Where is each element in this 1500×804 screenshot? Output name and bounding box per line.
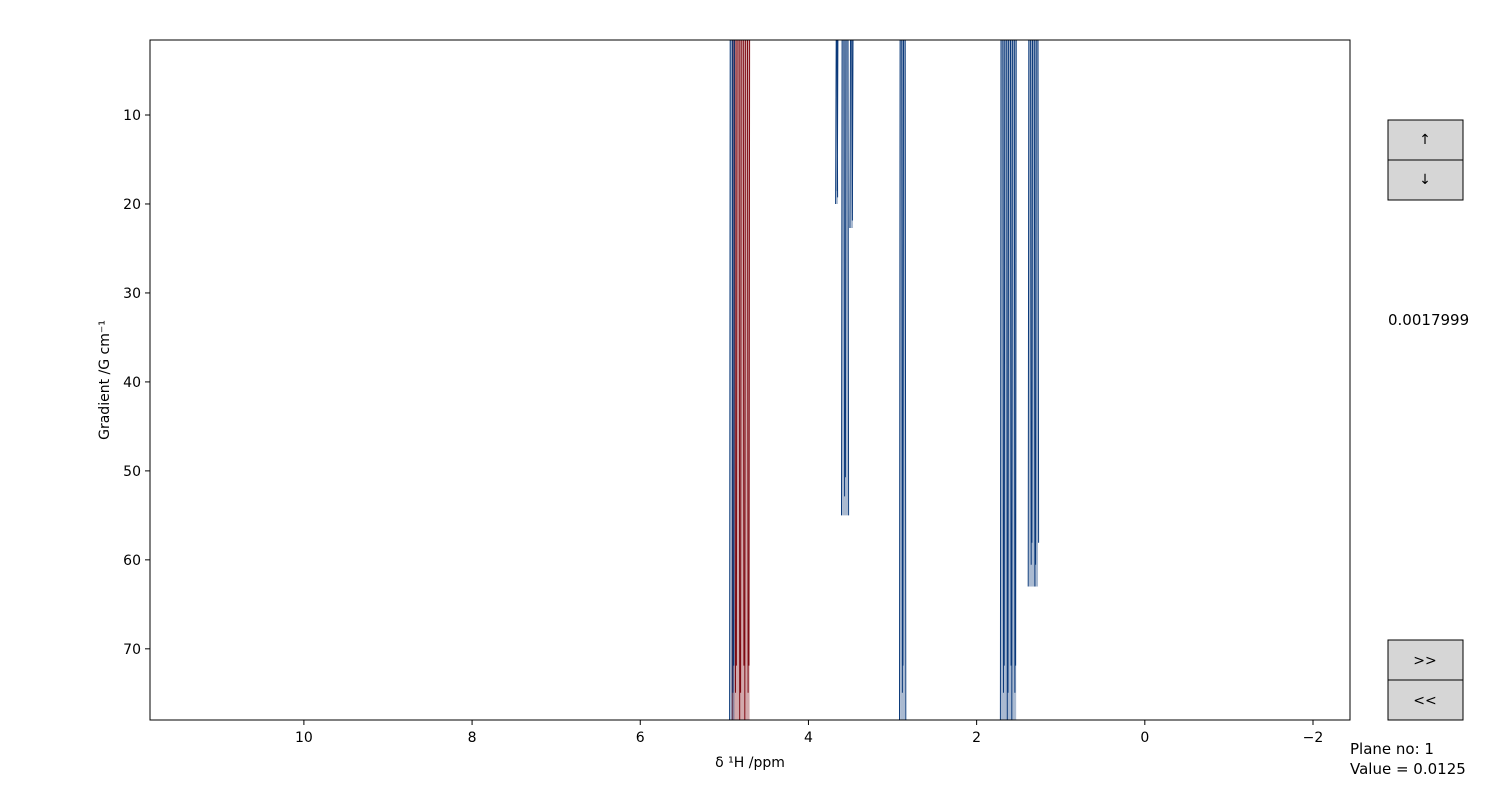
status-line: Value = 0.0125 [1350,760,1466,778]
plot-frame [149,39,1351,721]
y-tick-label: 60 [123,553,141,569]
contour-peak [835,39,839,205]
contour-peak [729,39,735,721]
x-tick-label: 4 [804,730,813,746]
y-tick-label: 70 [123,642,141,658]
x-tick-label: 6 [636,730,645,746]
contour-fill [1001,40,1017,720]
contour-peak [899,39,907,721]
contour-fill [850,40,854,228]
up-button[interactable]: ↑ [1387,119,1464,161]
contour-peak [999,39,1017,721]
x-tick-label: 0 [1140,730,1149,746]
readout: 0.0017999 [1388,311,1469,329]
x-tick-label: 8 [468,730,477,746]
y-axis-label: Gradient /G cm⁻¹ [97,320,113,440]
x-tick-label: 2 [972,730,981,746]
contour-peak [1027,39,1040,587]
y-tick-label: 20 [123,197,141,213]
contour-peak [849,39,854,229]
y-tick-label: 10 [123,108,141,124]
button-label[interactable]: ↓ [1419,172,1431,188]
x-tick-label: −2 [1303,730,1324,746]
status-line: Plane no: 1 [1350,740,1434,758]
button-label[interactable]: << [1413,693,1436,709]
down-button[interactable]: ↓ [1387,159,1464,201]
button-label[interactable]: >> [1413,653,1436,669]
contour-fill [1028,40,1039,587]
contour-fill [900,40,906,720]
y-tick-label: 50 [123,464,141,480]
y-tick-label: 40 [123,375,141,391]
button-label[interactable]: ↑ [1419,132,1431,148]
prev-button[interactable]: << [1387,679,1464,721]
contour-fill [730,40,735,720]
next-button[interactable]: >> [1387,639,1464,681]
contour-peak [841,39,850,516]
y-tick-label: 30 [123,286,141,302]
contour-fill [732,40,750,720]
contour-fill [836,40,838,204]
contour-fill [842,40,848,516]
x-tick-label: 10 [295,730,313,746]
x-axis-label: δ ¹H /ppm [715,755,785,771]
